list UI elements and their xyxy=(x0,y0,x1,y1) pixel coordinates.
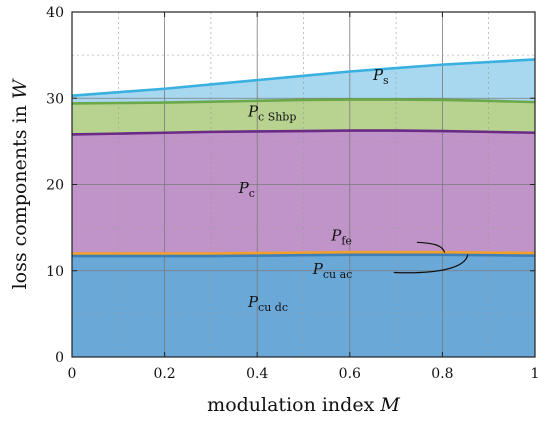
y-tick-label-0: 0 xyxy=(55,350,64,366)
x-tick-label-3: 0.6 xyxy=(339,366,361,382)
region-label-4: Pfe xyxy=(330,227,352,248)
region-label-5: Pcu ac xyxy=(312,260,353,281)
region-label-main: P xyxy=(312,260,324,278)
area-1 xyxy=(72,254,535,357)
y-axis-title: loss components in W xyxy=(9,78,31,289)
y-tick-label-3: 30 xyxy=(46,91,64,107)
boundary-line-4 xyxy=(71,129,536,136)
boundary-line-6 xyxy=(71,58,536,97)
y-tick-label-1: 10 xyxy=(46,264,64,280)
region-label-main: P xyxy=(372,66,384,84)
x-tick-label-0: 0 xyxy=(68,366,77,382)
x-tick-label-2: 0.4 xyxy=(246,366,268,382)
region-label-1: Ps xyxy=(372,66,389,87)
x-axis-title: modulation index M xyxy=(207,394,400,416)
region-label-sub: cu ac xyxy=(323,268,352,281)
axes xyxy=(71,11,536,358)
x-tick-label-1: 0.2 xyxy=(153,366,175,382)
y-axis-title-text: loss components in xyxy=(9,99,31,289)
region-label-main: P xyxy=(247,293,259,311)
y-tick-label-2: 20 xyxy=(46,178,64,194)
region-label-6: Pcu dc xyxy=(247,293,288,314)
region-label-2: Pc Shbp xyxy=(247,102,296,123)
region-label-sub: c Shbp xyxy=(258,110,296,123)
boundary-line-5 xyxy=(71,98,536,105)
region-label-main: P xyxy=(238,179,250,197)
region-label-sub: c xyxy=(249,187,255,200)
leader-fe xyxy=(416,241,446,253)
y-axis-title-unit: W xyxy=(9,78,31,99)
region-label-main: P xyxy=(330,227,342,245)
area-6 xyxy=(72,59,535,104)
boundary-line-3 xyxy=(72,250,536,255)
region-label-3: Pc xyxy=(238,179,255,200)
x-axis-title-text: modulation index xyxy=(207,394,380,416)
region-label-main: P xyxy=(247,102,259,120)
leader-cu-ac xyxy=(393,254,469,274)
region-label-sub: s xyxy=(383,74,389,87)
boundary-lines xyxy=(71,58,536,258)
x-axis-title-variable: M xyxy=(379,394,400,416)
x-tick-label-5: 1 xyxy=(531,366,540,382)
x-tick-label-4: 0.8 xyxy=(431,366,453,382)
region-label-sub: fe xyxy=(341,235,352,248)
y-tick-label-4: 40 xyxy=(46,5,64,21)
grid-lines xyxy=(72,12,535,357)
region-label-sub: cu dc xyxy=(258,301,288,314)
